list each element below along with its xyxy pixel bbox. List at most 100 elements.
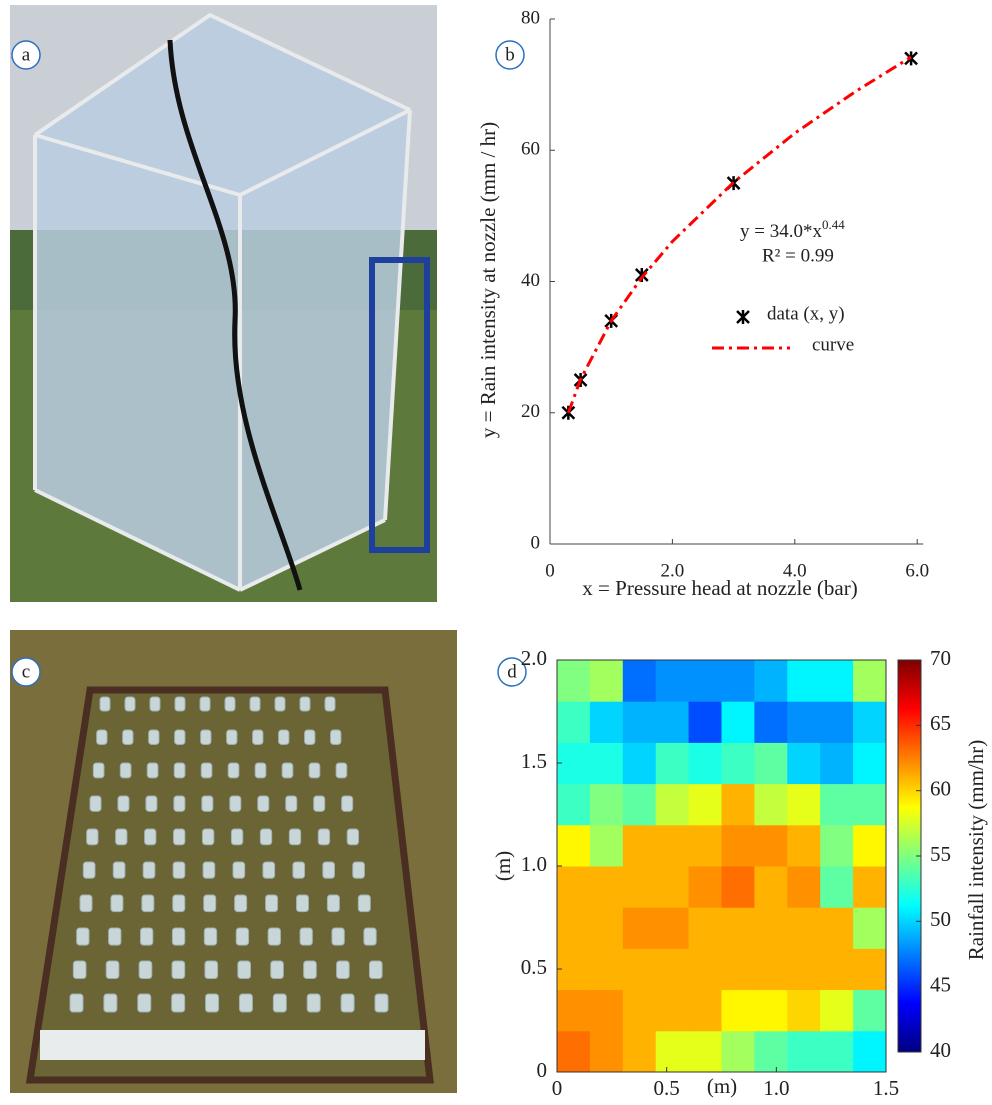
heatmap-cell [622,701,657,743]
heatmap-cell [655,701,690,743]
heatmap-cell [754,742,788,785]
heatmap-cell [721,1030,755,1073]
heatmap-cell [787,948,821,991]
heatmap-cell [853,866,887,908]
heatmap-cell [655,783,690,826]
legend-label: data (x, y) [767,303,845,324]
panel-label: b [505,44,515,65]
heatmap-cell [820,742,854,785]
heatmap-cell [655,1030,690,1073]
heatmap-cell [557,1030,591,1073]
panel-label: d [507,661,517,682]
heatmap-cell [721,742,755,785]
heatmap-cell [655,907,690,949]
heatmap-cell [721,660,755,702]
heatmap-cell [754,701,788,743]
heatmap-cell [589,783,624,826]
x-axis-label: (m) [707,1074,737,1098]
y-tick-label: 1.5 [521,749,547,773]
heatmap-cell [820,866,854,908]
heatmap-cell [557,989,591,1032]
heatmap-cell [787,907,821,949]
colorbar-tick-label: 65 [930,711,951,735]
heatmap-cell [688,948,722,991]
heatmap-cell [655,989,690,1032]
heatmap-cell [853,742,887,785]
heatmap-cell [853,783,887,826]
heatmap-cell [622,907,657,949]
colorbar-tick-label: 70 [930,646,951,670]
heatmap-cell [688,701,722,743]
heatmap-cell [853,660,887,702]
colorbar-tick-label: 40 [930,1038,951,1062]
heatmap-cell [688,989,722,1032]
panel-labels: a b c d [11,40,527,687]
heatmap-cell [589,742,624,785]
x-tick-label: 0.5 [654,1076,680,1100]
heatmap-cell [787,742,821,785]
heatmap-cell [622,824,657,867]
heatmap-cell [721,989,755,1032]
heatmap-cell [787,660,821,702]
heatmap-cell [589,907,624,949]
x-tick-label: 6.0 [905,560,929,581]
heatmap-cell [589,948,624,991]
heatmap-cell [688,907,722,949]
heatmap-cell [754,948,788,991]
heatmap-cell [754,989,788,1032]
heatmap-cell [589,701,624,743]
y-tick-label: 20 [521,401,540,422]
heatmap-cell [655,866,690,908]
y-tick-label: 40 [521,270,540,291]
colorbar-tick-label: 50 [930,907,951,931]
equation-exponent: 0.44 [822,217,845,232]
heatmap-cell [721,948,755,991]
heatmap-cell [754,907,788,949]
heatmap-cell [787,866,821,908]
heatmap-cell [787,1030,821,1073]
heatmap-cell [622,948,657,991]
heatmap-cell [721,866,755,908]
x-tick-label: 1.5 [873,1076,899,1100]
photo-collectors [10,630,457,1093]
heatmap-cell [787,989,821,1032]
curve-line [566,55,912,414]
y-tick-label: 80 [521,7,540,28]
heatmap-cell [589,660,624,702]
legend-marker [736,310,750,324]
x-tick-label: 0 [545,560,555,581]
y-tick-label: 0 [537,1058,548,1082]
heatmap-cell [820,907,854,949]
colorbar-tick-label: 45 [930,972,951,996]
heatmap-cell [557,742,591,785]
heatmap-cell [820,824,854,867]
heatmap-cell [622,1030,657,1073]
heatmap-cell [721,907,755,949]
heatmap-cell [754,1030,788,1073]
heatmap-cell [820,701,854,743]
heatmap-cell [589,866,624,908]
heatmap-cell [655,948,690,991]
heatmap-cell [853,948,887,991]
y-tick-label: 2.0 [521,646,547,670]
heatmap-cell [754,783,788,826]
x-axis-label: x = Pressure head at nozzle (bar) [582,576,857,600]
heatmap-cell [853,824,887,867]
x-tick-label: 1.0 [763,1076,789,1100]
heatmap-cell [589,824,624,867]
heatmap-cell [557,701,591,743]
heatmap-cell [820,989,854,1032]
heatmap-cell [622,866,657,908]
heatmap-cell [853,701,887,743]
heatmap-cell [820,660,854,702]
heatmap-cell [655,742,690,785]
heatmap-cell [557,783,591,826]
heatmap-cell [754,660,788,702]
heatmap-cell [589,989,624,1032]
heatmap-cell [721,783,755,826]
heatmap-cell [557,660,591,702]
heatmap-cell [853,907,887,949]
y-axis-label: (m) [491,851,515,881]
heatmap-cell [853,1030,887,1073]
